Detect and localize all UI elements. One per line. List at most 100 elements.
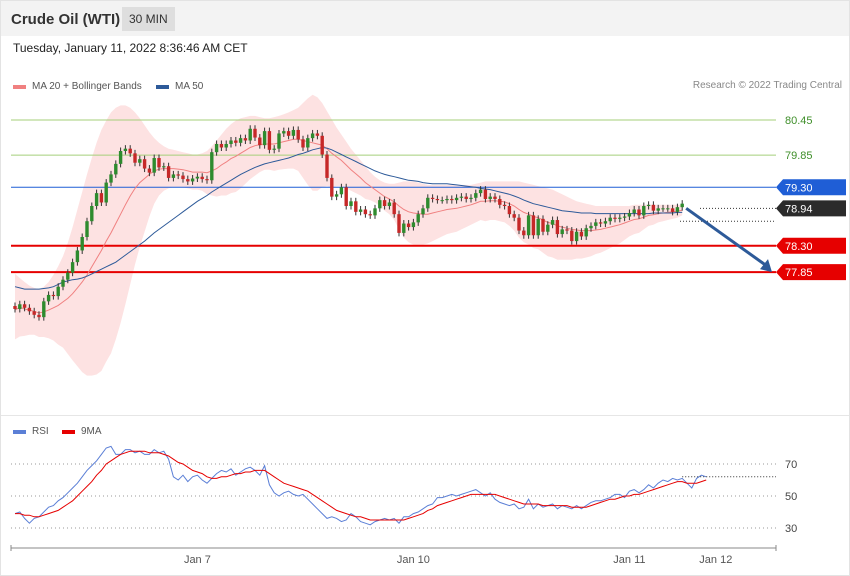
timeframe-badge[interactable]: 30 MIN <box>122 7 175 31</box>
legend-rsi-label: RSI <box>32 426 49 437</box>
candle-body <box>18 304 22 309</box>
candle-body <box>526 215 531 236</box>
candle-body <box>512 214 516 218</box>
candle-body <box>70 262 75 273</box>
candle-body <box>373 208 377 216</box>
candle-body <box>61 279 65 287</box>
candle-body <box>32 311 36 315</box>
candle-body <box>502 204 507 206</box>
candle-body <box>570 230 574 242</box>
legend-rsi: RSI <box>13 426 49 437</box>
legend-9ma: 9MA <box>62 426 102 437</box>
legend-9ma-label: 9MA <box>81 426 102 437</box>
candle-body <box>397 214 401 233</box>
candle-body <box>642 205 646 216</box>
candle-body <box>152 158 156 173</box>
candle-body <box>243 138 248 141</box>
candle-body <box>368 214 372 216</box>
candle-body <box>613 217 617 219</box>
candle-body <box>579 231 584 237</box>
candle-body <box>387 202 392 206</box>
candle-body <box>430 197 435 199</box>
candle-body <box>286 131 291 136</box>
instrument-title: Crude Oil (WTI) <box>11 11 121 28</box>
candle-body <box>363 209 368 215</box>
rsi-tick-50: 50 <box>785 491 797 503</box>
candle-body <box>147 168 152 173</box>
candle-body <box>661 208 665 210</box>
candle-body <box>325 154 329 178</box>
candle-body <box>435 198 440 201</box>
candle-body <box>454 197 459 201</box>
candle-body <box>13 306 17 309</box>
candle-body <box>531 215 536 236</box>
candle-body <box>219 143 224 148</box>
candle-body <box>358 209 363 212</box>
candle-body <box>66 272 70 280</box>
projection-arrow-line <box>685 207 768 268</box>
candle-body <box>42 301 46 318</box>
candle-body <box>555 220 560 235</box>
candle-body <box>190 178 195 182</box>
rsi-ma-line <box>15 450 707 521</box>
candle-body <box>378 200 382 209</box>
ma9-swatch <box>62 429 75 434</box>
candle-body <box>488 196 492 199</box>
candle-body <box>637 209 641 216</box>
rsi-tick-70: 70 <box>785 459 797 471</box>
candle-body <box>109 174 113 183</box>
candle-body <box>80 237 84 251</box>
candle-body <box>594 222 598 226</box>
x-tick-label: Jan 12 <box>699 554 732 566</box>
candle-body <box>406 223 411 228</box>
candle-body <box>214 143 219 153</box>
candle-body <box>339 187 344 195</box>
candle-body <box>598 222 603 224</box>
candle-body <box>680 203 684 208</box>
candle-body <box>330 177 334 197</box>
candle-body <box>85 221 89 237</box>
candle-body <box>627 213 632 217</box>
legend-ma50: MA 50 <box>156 81 203 92</box>
candle-body <box>99 193 104 203</box>
candle-body <box>574 231 579 242</box>
candle-body <box>440 200 444 202</box>
candle-body <box>56 286 60 297</box>
level-label-79.30: 79.30 <box>785 182 813 194</box>
rsi-tick-30: 30 <box>785 523 797 535</box>
candle-body <box>584 228 588 237</box>
level-label-80.45: 80.45 <box>785 115 813 127</box>
candle-body <box>310 133 315 139</box>
bollinger-swatch <box>13 84 26 89</box>
level-tag-78.94 <box>776 200 846 217</box>
credit-text: Research © 2022 Trading Central <box>692 80 842 91</box>
candle-body <box>306 138 310 148</box>
candle-body <box>75 250 80 263</box>
candle-body <box>603 221 608 224</box>
candle-body <box>517 217 521 231</box>
candle-body <box>618 217 622 219</box>
candle-body <box>464 196 468 199</box>
candle-body <box>402 223 406 233</box>
candle-body <box>51 294 56 297</box>
candle-body <box>205 179 209 181</box>
candle-body <box>411 222 416 228</box>
candle-body <box>589 225 593 229</box>
level-label-79.85: 79.85 <box>785 150 813 162</box>
level-label-77.85: 77.85 <box>785 267 813 279</box>
candle-body <box>354 201 358 212</box>
candle-body <box>128 148 132 154</box>
ma20-line <box>14 138 683 314</box>
candle-body <box>416 214 420 223</box>
candle-body <box>176 174 180 176</box>
candle-body <box>157 158 161 168</box>
candle-body <box>560 229 564 235</box>
candle-body <box>469 197 473 199</box>
candle-body <box>171 174 176 178</box>
panel-divider <box>1 415 849 416</box>
candle-body <box>90 205 94 222</box>
candle-body <box>210 152 214 181</box>
candle-body <box>277 133 281 149</box>
x-tick-label: Jan 10 <box>397 554 430 566</box>
